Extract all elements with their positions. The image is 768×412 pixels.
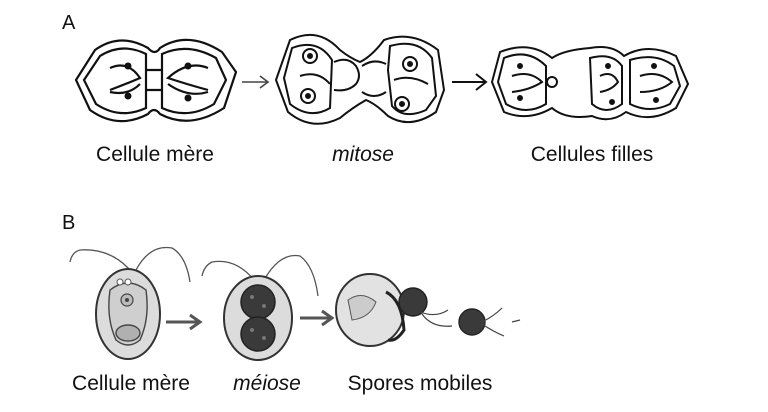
panel-b-caption-spores: Spores mobiles bbox=[347, 372, 493, 395]
panel-b-mother-cell bbox=[69, 246, 191, 360]
panel-b-spore-release bbox=[335, 273, 521, 347]
panel-a-mother-cell bbox=[74, 38, 238, 123]
panel-a-mitosis-cell bbox=[274, 33, 446, 125]
panel-b-caption-process: méiose bbox=[233, 372, 301, 395]
panel-a-arrow-1 bbox=[242, 75, 270, 89]
panel-b-arrow-1 bbox=[166, 313, 203, 331]
panel-a-caption-daughters: Cellules filles bbox=[530, 143, 654, 166]
panel-a-letter: A bbox=[62, 12, 76, 34]
panel-a-daughter-cells bbox=[490, 46, 690, 121]
panel-a-caption-process: mitose bbox=[332, 143, 394, 166]
panel-b-arrow-2 bbox=[300, 309, 335, 327]
panel-b-letter: B bbox=[62, 212, 76, 234]
panel-a-arrow-2 bbox=[452, 73, 488, 91]
panel-b-caption-mother: Cellule mère bbox=[72, 372, 190, 395]
panel-a-caption-mother: Cellule mère bbox=[96, 143, 214, 166]
panel-b-meiosis-cell bbox=[201, 254, 319, 361]
